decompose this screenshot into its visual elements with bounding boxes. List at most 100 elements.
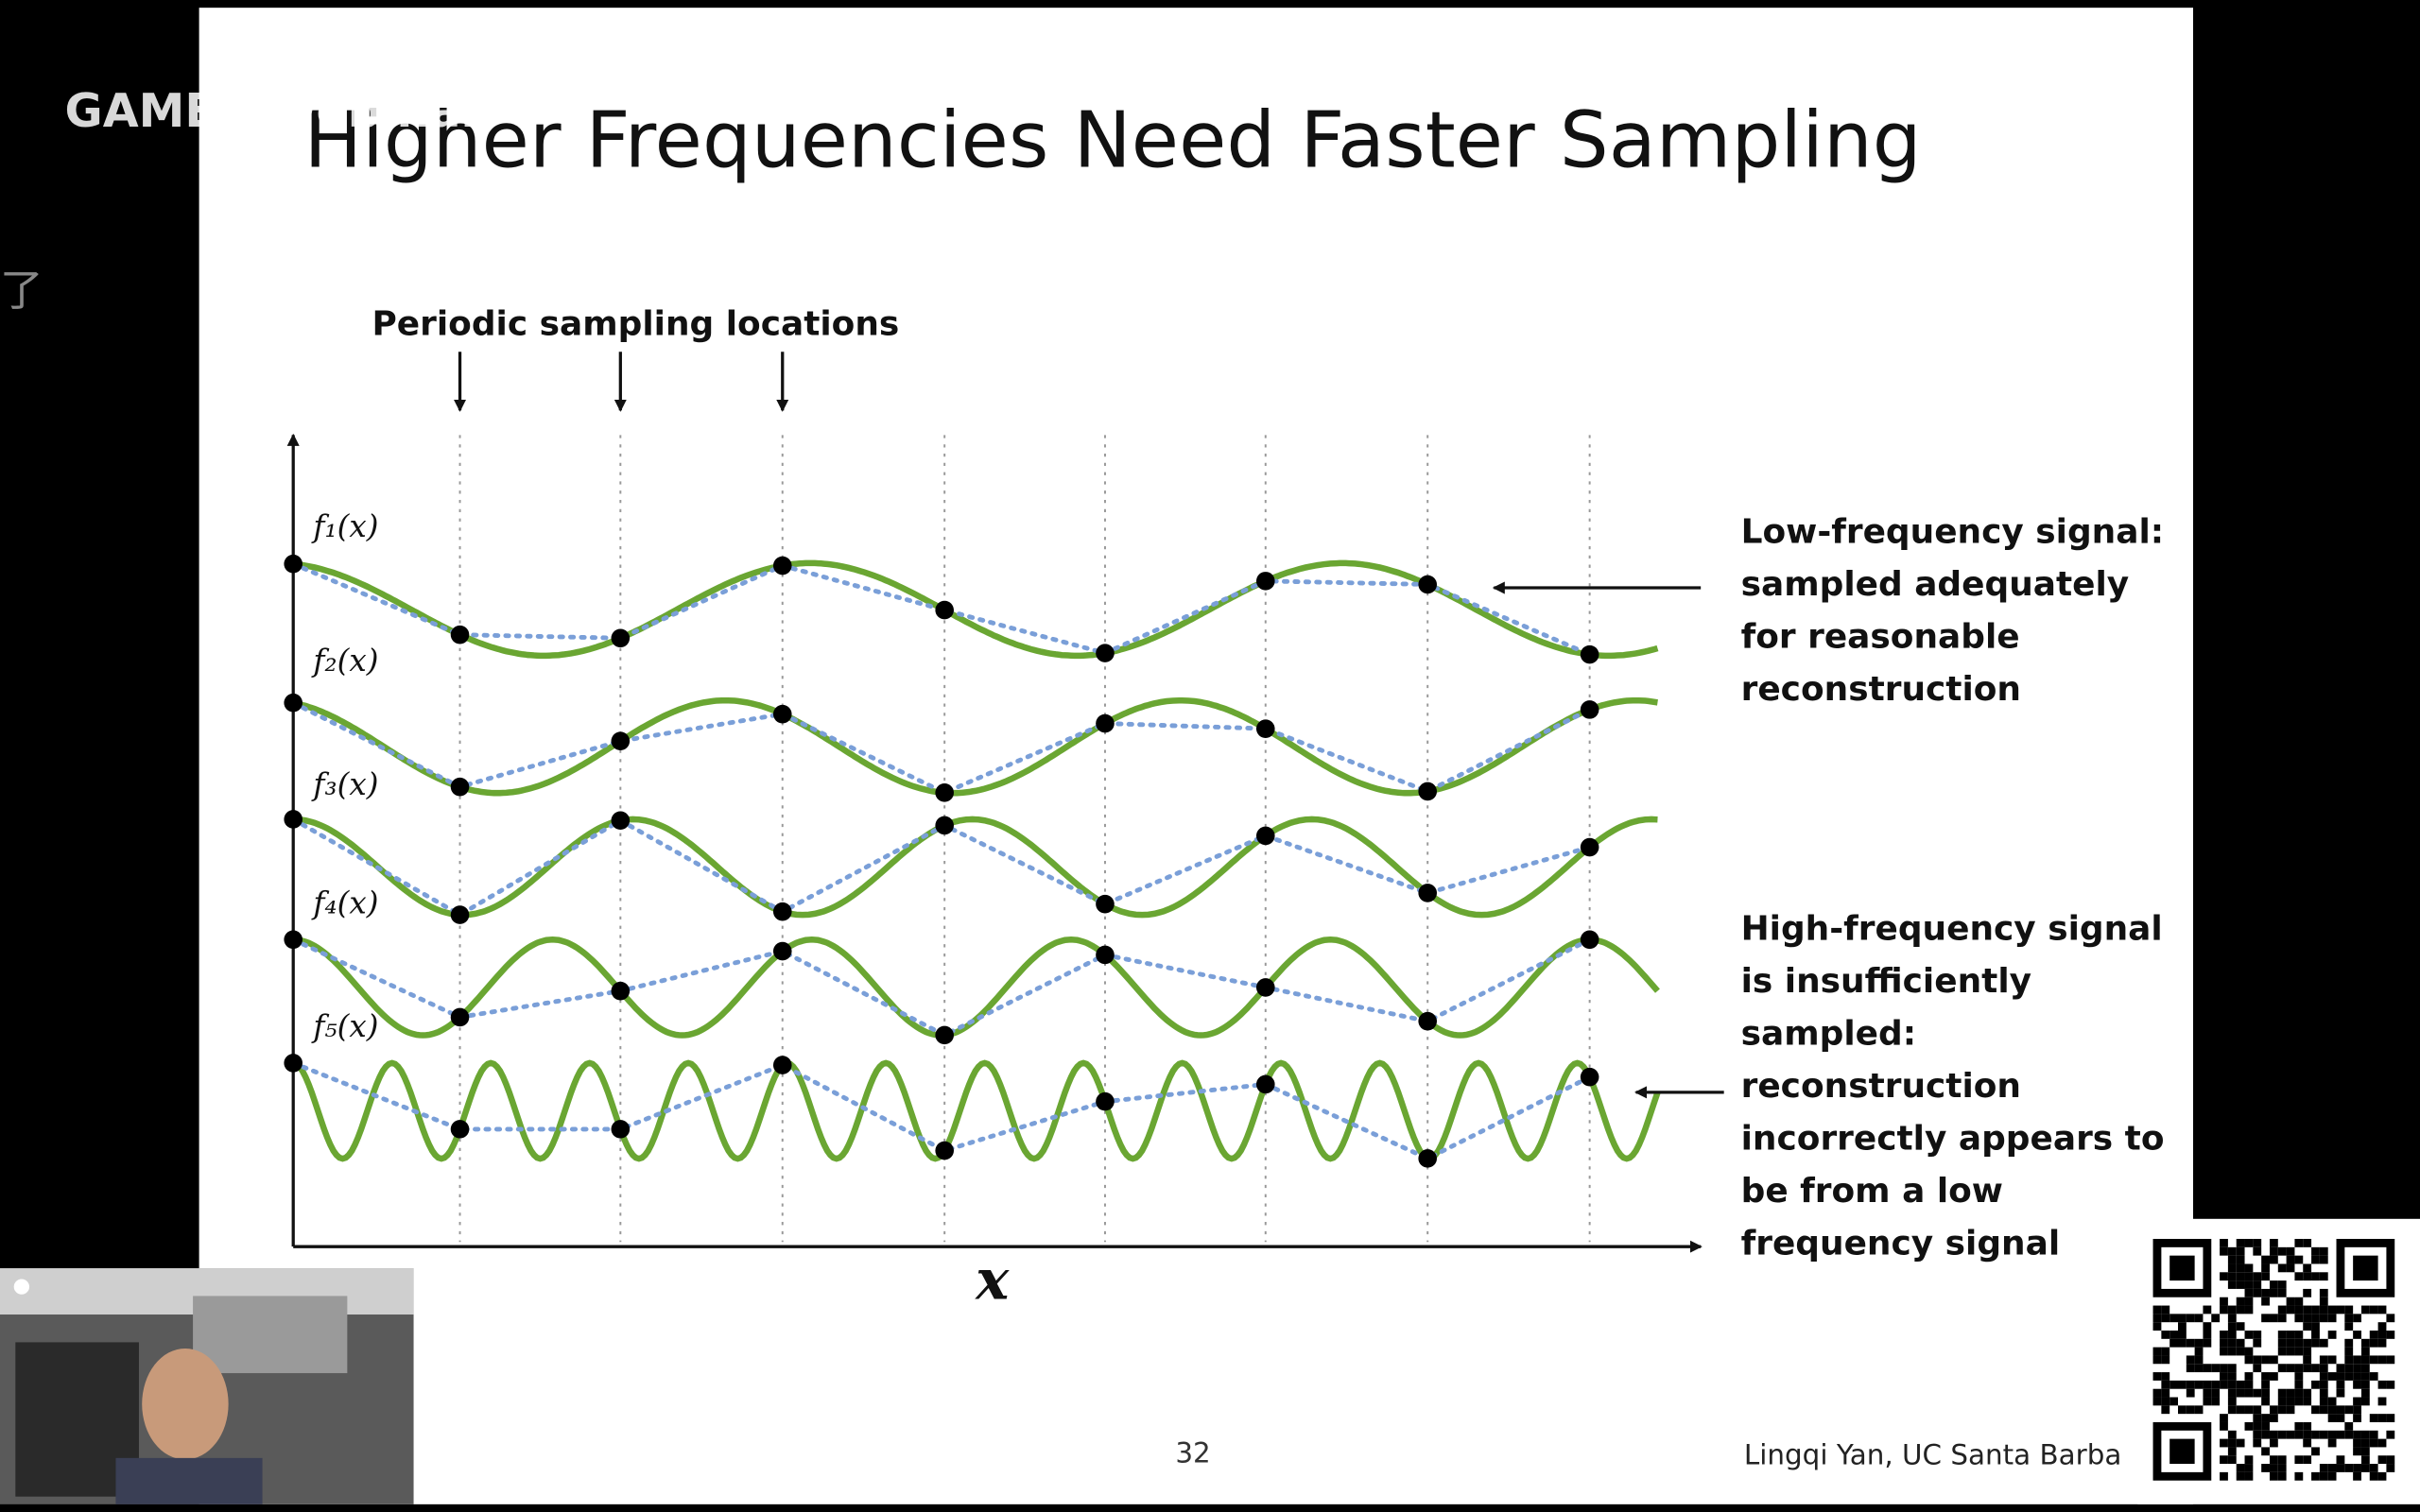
qr-module: [2294, 1338, 2304, 1348]
sample-point: [1418, 782, 1437, 801]
qr-module: [2253, 1388, 2262, 1398]
qr-module: [2194, 1314, 2204, 1323]
qr-module: [2244, 1388, 2254, 1398]
qr-module: [2236, 1388, 2245, 1398]
qr-module: [2319, 1380, 2328, 1389]
qr-module: [2319, 1388, 2328, 1398]
qr-module: [2294, 1430, 2304, 1439]
qr-module: [2277, 1455, 2287, 1465]
qr-module: [2369, 1331, 2378, 1339]
qr-module: [2311, 1380, 2320, 1389]
qr-finder-core: [2353, 1255, 2378, 1281]
qr-module: [2353, 1447, 2361, 1456]
qr-module: [2303, 1338, 2312, 1348]
qr-module: [2311, 1364, 2320, 1373]
sample-point: [1418, 1149, 1437, 1168]
qr-module: [2294, 1305, 2304, 1314]
qr-module: [2236, 1347, 2245, 1356]
qr-module: [2194, 1338, 2204, 1348]
qr-module: [2277, 1464, 2287, 1472]
qr-module: [2269, 1471, 2278, 1481]
qr-module: [2244, 1347, 2254, 1356]
qr-module: [2277, 1347, 2287, 1356]
sample-point: [611, 981, 631, 1001]
qr-module: [2161, 1380, 2170, 1389]
qr-module: [2277, 1388, 2287, 1398]
qr-module: [2244, 1372, 2254, 1381]
qr-module: [2261, 1255, 2270, 1264]
qr-module: [2261, 1263, 2270, 1273]
qr-module: [2360, 1438, 2370, 1448]
qr-module: [2360, 1364, 2370, 1373]
qr-module: [2220, 1471, 2228, 1481]
sample-point: [1255, 719, 1275, 738]
qr-module: [2360, 1430, 2370, 1439]
qr-module: [2360, 1397, 2370, 1406]
note-line: sampled adequately: [1741, 565, 2130, 604]
qr-module: [2186, 1355, 2195, 1365]
sample-point: [772, 902, 792, 921]
qr-module: [2336, 1414, 2345, 1422]
qr-module: [2360, 1464, 2370, 1472]
qr-module: [2161, 1405, 2170, 1415]
qr-module: [2277, 1430, 2287, 1439]
qr-module: [2220, 1272, 2228, 1281]
qr-module: [2353, 1380, 2361, 1389]
qr-module: [2369, 1471, 2378, 1481]
qr-module: [2303, 1322, 2312, 1331]
qr-module: [2227, 1322, 2237, 1331]
sample-point: [450, 777, 470, 797]
qr-module: [2353, 1331, 2361, 1339]
qr-module: [2161, 1355, 2170, 1365]
qr-module: [2269, 1255, 2278, 1264]
sample-point: [1418, 1011, 1437, 1031]
qr-module: [2327, 1438, 2337, 1448]
qr-module: [2327, 1372, 2337, 1381]
qr-module: [2294, 1372, 2304, 1381]
sample-point: [1096, 945, 1115, 965]
qr-module: [2286, 1297, 2295, 1306]
qr-module: [2386, 1414, 2395, 1422]
qr-module: [2311, 1405, 2320, 1415]
qr-module: [2303, 1272, 2312, 1281]
qr-module: [2386, 1355, 2395, 1365]
qr-module: [2161, 1347, 2170, 1356]
qr-module: [2319, 1272, 2328, 1281]
qr-module: [2194, 1355, 2204, 1365]
qr-module: [2294, 1380, 2304, 1389]
qr-module: [2286, 1388, 2295, 1398]
qr-module: [2277, 1405, 2287, 1415]
qr-module: [2303, 1347, 2312, 1356]
qr-module: [2244, 1280, 2254, 1289]
qr-module: [2327, 1314, 2337, 1323]
qr-module: [2319, 1372, 2328, 1381]
qr-module: [2303, 1421, 2312, 1431]
qr-module: [2178, 1338, 2187, 1348]
qr-module: [2227, 1380, 2237, 1389]
note-line: High-frequency signal: [1741, 909, 2163, 948]
qr-module: [2377, 1397, 2387, 1406]
qr-module: [2336, 1464, 2345, 1472]
function-label: f₂(x): [310, 643, 378, 679]
note-line: sampled:: [1741, 1014, 1916, 1053]
qr-module: [2286, 1305, 2295, 1314]
qr-module: [2220, 1347, 2228, 1356]
sample-point: [611, 1120, 631, 1139]
qr-module: [2319, 1314, 2328, 1323]
qr-module: [2220, 1372, 2228, 1381]
qr-module: [2353, 1397, 2361, 1406]
qr-module: [2336, 1455, 2345, 1465]
webcam: [0, 1268, 414, 1504]
qr-module: [2344, 1322, 2354, 1331]
qr-module: [2194, 1380, 2204, 1389]
qr-module: [2236, 1405, 2245, 1415]
qr-module: [2369, 1305, 2378, 1314]
qr-module: [2294, 1397, 2304, 1406]
qr-module: [2220, 1239, 2228, 1247]
qr-module: [2203, 1380, 2212, 1389]
qr-module: [2294, 1471, 2304, 1481]
qr-module: [2303, 1355, 2312, 1365]
qr-module: [2386, 1430, 2395, 1439]
qr-module: [2152, 1347, 2162, 1356]
qr-module: [2220, 1364, 2228, 1373]
